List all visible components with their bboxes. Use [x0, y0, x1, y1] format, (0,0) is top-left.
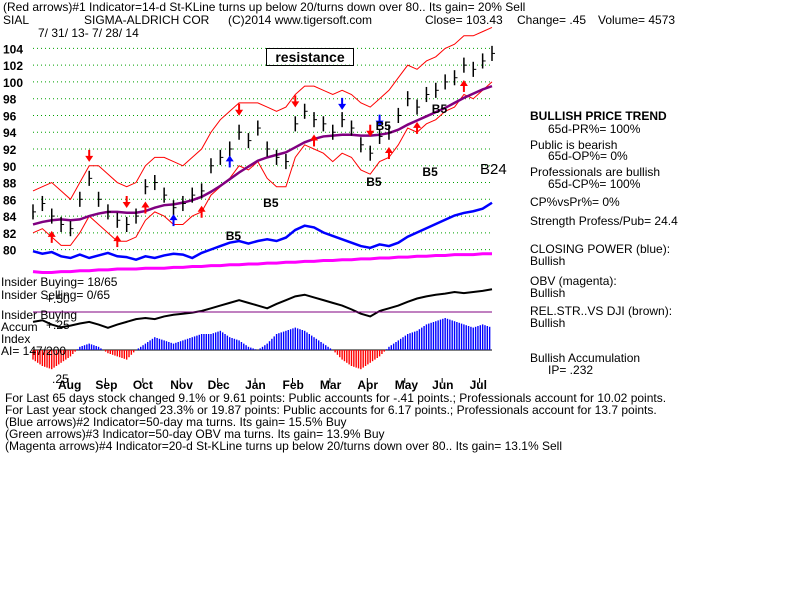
insider-buying-2: Insider Buying [1, 308, 78, 322]
relstr-status: Bullish [530, 316, 566, 330]
signal-arrow-head [47, 230, 56, 237]
b24-label: B24 [480, 161, 507, 178]
month-label: May [395, 378, 419, 392]
obv-status: Bullish [530, 286, 566, 300]
b5-label: B5 [376, 119, 392, 133]
y-tick-label: 82 [3, 227, 17, 241]
copyright: (C)2014 www.tigersoft.com [228, 13, 373, 27]
relstr-label: REL.STR..VS DJI (brown): [530, 304, 673, 318]
month-label: Feb [283, 378, 304, 392]
signal-arrow-head [141, 201, 150, 208]
month-label: Aug [58, 378, 81, 392]
volume: Volume= 4573 [598, 13, 676, 27]
company-name: SIGMA-ALDRICH COR [84, 13, 210, 27]
closing-power-label: CLOSING POWER (blue): [530, 242, 671, 256]
accum-label: Bullish Accumulation [530, 351, 641, 365]
y-tick-label: 84 [3, 210, 17, 224]
month-label: Oct [133, 378, 153, 392]
y-tick-label: 86 [3, 193, 17, 207]
signal-arrow-head [197, 205, 206, 212]
upper-band-line [32, 26, 493, 201]
public-title: Public is bearish [530, 138, 618, 152]
pros-title: Professionals are bullish [530, 165, 661, 179]
month-label: Sep [95, 378, 117, 392]
signal-arrow-head [338, 103, 347, 110]
month-label: Dec [208, 378, 230, 392]
strength: Strength Profess/Pub= 24.4 [530, 214, 678, 228]
y-tick-label: 88 [3, 177, 17, 191]
b5-label: B5 [263, 196, 279, 210]
b5-label: B5 [432, 102, 448, 116]
accum-index-label-2: Index [1, 332, 31, 346]
change: Change= .45 [517, 13, 587, 27]
insider-selling: Insider Selling= 0/65 [1, 288, 111, 302]
month-label: Apr [357, 378, 378, 392]
signal-arrow-head [384, 147, 393, 154]
y-tick-label: 80 [3, 244, 17, 258]
signal-arrow-head [375, 120, 384, 127]
trend-pr: 65d-PR%= 100% [548, 122, 641, 136]
signal-arrow-head [85, 155, 94, 162]
lower-band-line [32, 81, 493, 246]
footer-line2: For Last year stock changed 23.3% or 19.… [5, 403, 657, 417]
footer-line4: (Green arrows)#3 Indicator=50-day OBV ma… [5, 427, 385, 441]
signal-arrow-head [366, 130, 375, 137]
closing-power-line [32, 201, 493, 262]
ai-value: AI= 147/200 [1, 344, 67, 358]
signal-arrow-head [310, 134, 319, 141]
accum-index-label: Accum [1, 320, 38, 334]
accum-plus50: +.50 [46, 292, 70, 306]
close-price: Close= 103.43 [425, 13, 503, 27]
closing-power-status: Bullish [530, 254, 566, 268]
insider-buying: Insider Buying= 18/65 [1, 275, 118, 289]
date-range: 7/ 31/ 13- 7/ 28/ 14 [38, 26, 139, 40]
signal-arrow-head [122, 201, 131, 208]
public-op: 65d-OP%= 0% [548, 149, 628, 163]
footer-line3: (Blue arrows)#2 Indicator=50-day ma turn… [5, 415, 347, 429]
accum-minus25: .25 [52, 372, 69, 386]
resistance-label: resistance [266, 48, 354, 66]
y-tick-label: 90 [3, 160, 17, 174]
signal-arrow-head [169, 214, 178, 221]
month-label: Jul [470, 378, 487, 392]
y-tick-label: 92 [3, 143, 17, 157]
signal-arrow-head [225, 155, 234, 162]
obv-label: OBV (magenta): [530, 274, 617, 288]
signal-arrow-head [291, 101, 300, 108]
y-tick-label: 100 [3, 76, 23, 90]
cpvspr: CP%vsPr%= 0% [530, 195, 620, 209]
footer-line1: For Last 65 days stock changed 9.1% or 9… [5, 391, 667, 405]
signal-arrow-head [113, 235, 122, 242]
month-label: Jan [245, 378, 266, 392]
obv-line [32, 252, 492, 274]
ip-value: IP= .232 [548, 363, 594, 377]
header-line1: (Red arrows)#1 Indicator=14-d St-KLine t… [3, 0, 526, 14]
y-tick-label: 98 [3, 93, 17, 107]
month-label: Mar [320, 378, 342, 392]
y-tick-label: 94 [3, 126, 17, 140]
y-tick-label: 104 [3, 42, 23, 56]
signal-arrow-head [235, 109, 244, 116]
signal-arrow-head [413, 121, 422, 128]
signal-arrow-head [459, 79, 468, 86]
ticker: SIAL [3, 13, 30, 27]
y-tick-label: 102 [3, 59, 23, 73]
month-label: Nov [170, 378, 193, 392]
trend-title: BULLISH PRICE TREND [530, 109, 667, 123]
pros-cp: 65d-CP%= 100% [548, 177, 641, 191]
b5-label: B5 [366, 175, 382, 189]
accum-plus25: +.25 [46, 318, 70, 332]
month-label: Jun [432, 378, 453, 392]
b5-label: B5 [226, 229, 242, 243]
b5-label: B5 [422, 165, 438, 179]
y-tick-label: 96 [3, 109, 17, 123]
relstr-line [32, 288, 493, 329]
footer-line5: (Magenta arrows)#4 Indicator=20-d St-KLi… [5, 439, 562, 453]
